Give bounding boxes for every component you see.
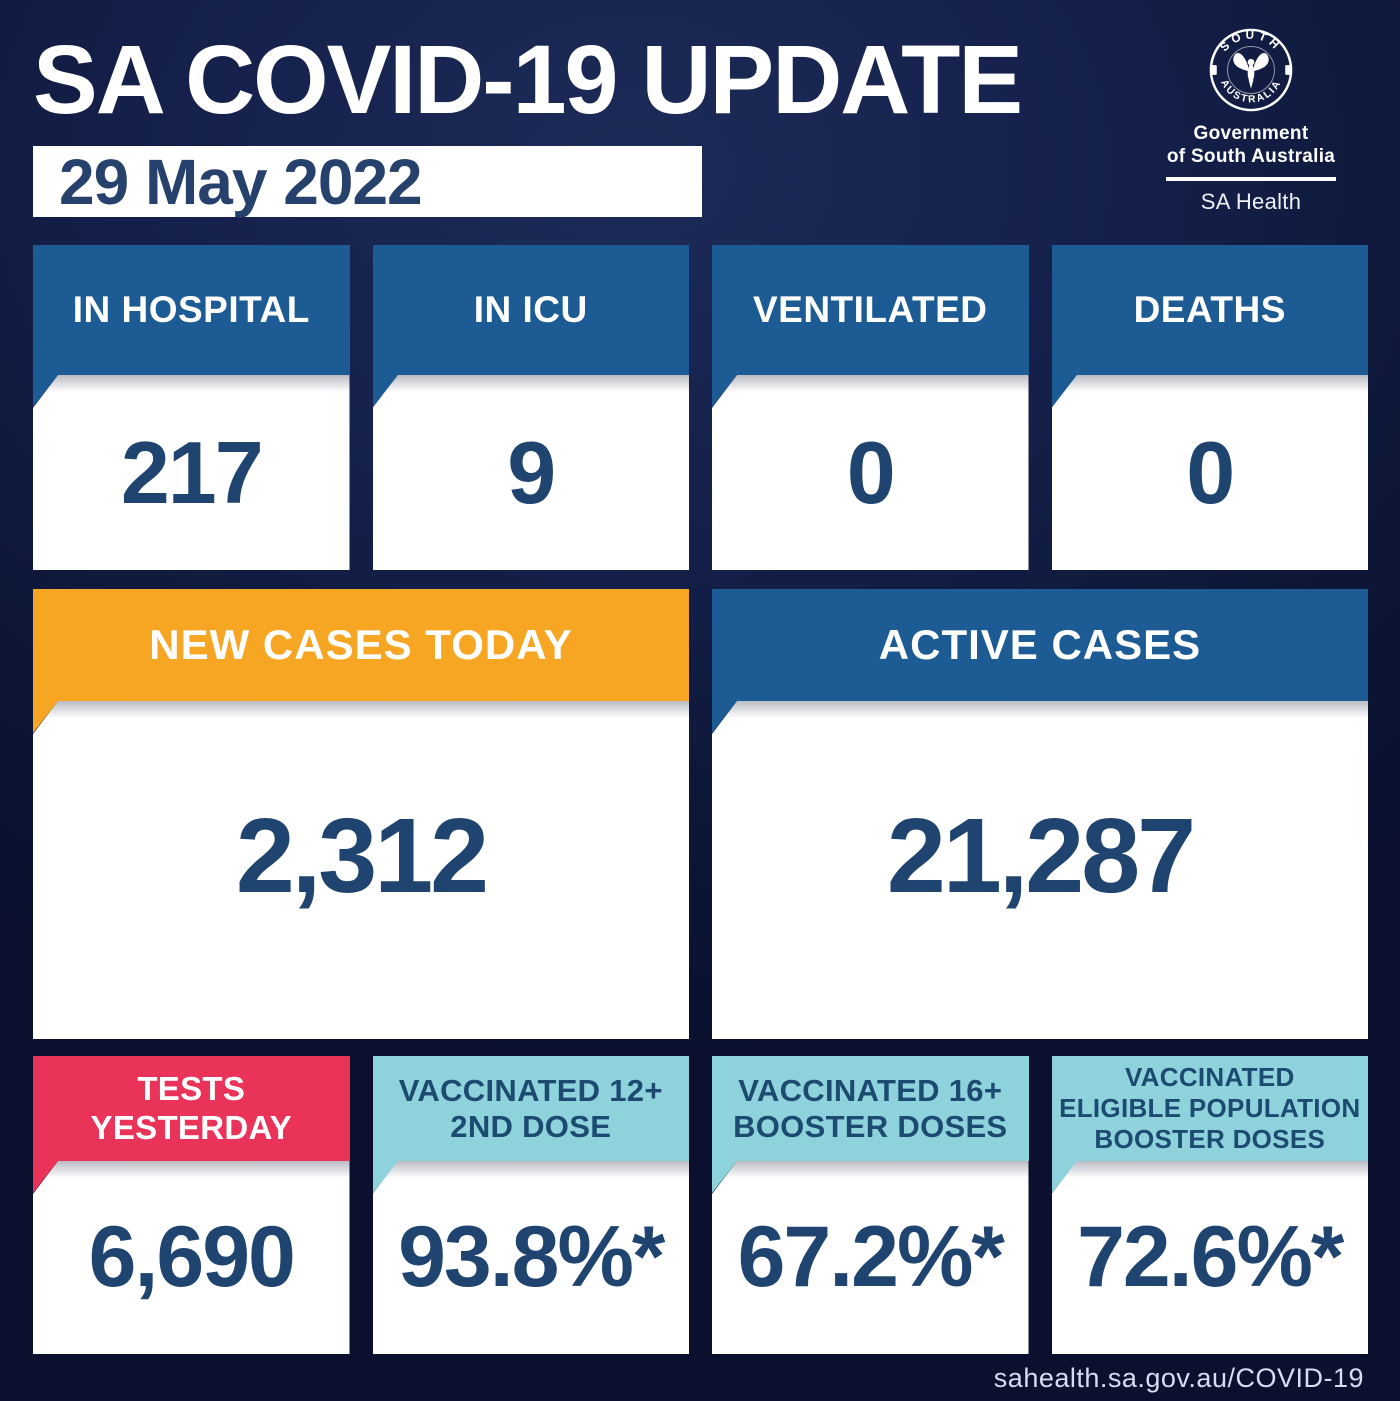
stat-card-value: 6,690 [88, 1209, 296, 1305]
stat-card-value: 9 [507, 422, 556, 522]
svg-text:SOUTH: SOUTH [1218, 29, 1284, 54]
stat-card-body: 6,690 [33, 1161, 350, 1354]
south-australia-emblem-icon: SOUTH AUSTRALIA [1209, 29, 1293, 112]
stat-card-body: 93.8%* [372, 1161, 689, 1354]
stat-card-ventilated: VENTILATED 0 [712, 245, 1029, 570]
stat-card-label-line: YESTERDAY [90, 1108, 292, 1146]
logo-divider [1166, 177, 1336, 182]
stat-card-header: VENTILATED [712, 245, 1029, 407]
sahealth-url: sahealth.sa.gov.au/COVID-19 [993, 1363, 1364, 1393]
report-date: 29 May 2022 [59, 145, 423, 218]
stat-card-tests-yesterday: TESTS YESTERDAY 6,690 [33, 1056, 350, 1354]
stat-card-header: VACCINATED 16+ BOOSTER DOSES [712, 1056, 1029, 1193]
government-text: Government of South Australia [1167, 122, 1335, 168]
stat-card-body: 21,287 [712, 701, 1368, 1039]
stat-card-value: 2,312 [235, 796, 489, 915]
stat-card-active-cases: ACTIVE CASES 21,287 [712, 589, 1368, 1039]
emblem-right-ornament [1285, 65, 1291, 75]
government-line1: Government [1193, 123, 1309, 144]
stat-card-deaths: DEATHS 0 [1051, 245, 1368, 570]
stat-card-body: 0 [1051, 375, 1368, 570]
stat-card-value: 67.2%* [737, 1209, 1005, 1305]
stat-card-label: DEATHS [1133, 289, 1286, 330]
stat-card-value: 0 [846, 422, 896, 522]
stat-card-label-line: ELIGIBLE POPULATION [1059, 1092, 1361, 1123]
stat-card-label-line: TESTS [137, 1070, 246, 1108]
stat-card-header: ACTIVE CASES [712, 589, 1368, 733]
stat-card-label: NEW CASES TODAY [149, 621, 573, 668]
stat-card-label: IN HOSPITAL [72, 289, 310, 330]
stat-card-body: 0 [712, 375, 1029, 570]
sa-health-label: SA Health [1200, 189, 1302, 215]
stat-card-label-line: 2ND DOSE [450, 1108, 612, 1144]
sa-government-logo: SOUTH AUSTRALIA Government of South Aust… [1126, 26, 1376, 215]
stat-card-vaccinated-16-booster: VACCINATED 16+ BOOSTER DOSES 67.2%* [712, 1056, 1029, 1354]
stat-card-header: VACCINATED 12+ 2ND DOSE [372, 1056, 689, 1193]
case-stats-row: NEW CASES TODAY 2,312 ACTIVE CASES 21,28… [33, 589, 1368, 1039]
stat-card-value: 217 [120, 422, 264, 522]
stat-card-body: 2,312 [33, 701, 689, 1039]
stat-card-in-icu: IN ICU 9 [372, 245, 689, 570]
stat-card-header: IN HOSPITAL [33, 245, 350, 407]
stat-card-value: 72.6%* [1077, 1209, 1344, 1305]
stat-card-label-line: BOOSTER DOSES [1094, 1124, 1326, 1155]
stat-card-body: 9 [372, 375, 689, 570]
stat-card-header: NEW CASES TODAY [33, 589, 689, 733]
page-title: SA COVID-19 UPDATE [33, 25, 1023, 134]
stat-card-body: 72.6%* [1051, 1161, 1368, 1354]
stat-card-value: 21,287 [886, 796, 1196, 915]
stat-card-label-line: BOOSTER DOSES [733, 1108, 1008, 1144]
piping-shrike-icon [1233, 52, 1269, 89]
stat-card-label-line: VACCINATED 12+ [398, 1072, 663, 1108]
stat-card-header: DEATHS [1051, 245, 1368, 407]
stat-card-label-line: VACCINATED [1124, 1061, 1295, 1092]
stat-card-header: IN ICU [372, 245, 689, 407]
stat-card-header: VACCINATED ELIGIBLE POPULATION BOOSTER D… [1051, 1056, 1368, 1193]
stat-card-body: 67.2%* [712, 1161, 1029, 1354]
top-stats-row: IN HOSPITAL 217 IN ICU 9 VENTILATED 0 [33, 245, 1368, 570]
stat-card-in-hospital: IN HOSPITAL 217 [33, 245, 350, 570]
stat-card-label-line: VACCINATED 16+ [738, 1072, 1003, 1108]
emblem-top-text: SOUTH [1218, 29, 1281, 54]
stat-card-body: 217 [33, 375, 350, 570]
stat-card-value: 0 [1186, 422, 1235, 522]
stat-card-header: TESTS YESTERDAY [33, 1056, 350, 1193]
stat-card-new-cases-today: NEW CASES TODAY 2,312 [33, 589, 689, 1039]
stat-card-vaccinated-12-2nd-dose: VACCINATED 12+ 2ND DOSE 93.8%* [372, 1056, 689, 1354]
date-banner: 29 May 2022 [33, 145, 702, 218]
stat-card-value: 93.8%* [398, 1209, 665, 1305]
emblem-left-ornament [1211, 65, 1217, 75]
bottom-stats-row: TESTS YESTERDAY 6,690 VACCINATED 12+ 2ND… [33, 1056, 1368, 1354]
stat-card-label: VENTILATED [752, 289, 988, 330]
government-line2: of South Australia [1166, 146, 1336, 168]
stat-card-label: IN ICU [473, 289, 588, 330]
stat-card-vaccinated-eligible-booster: VACCINATED ELIGIBLE POPULATION BOOSTER D… [1051, 1056, 1368, 1354]
stat-card-label: ACTIVE CASES [878, 621, 1202, 668]
